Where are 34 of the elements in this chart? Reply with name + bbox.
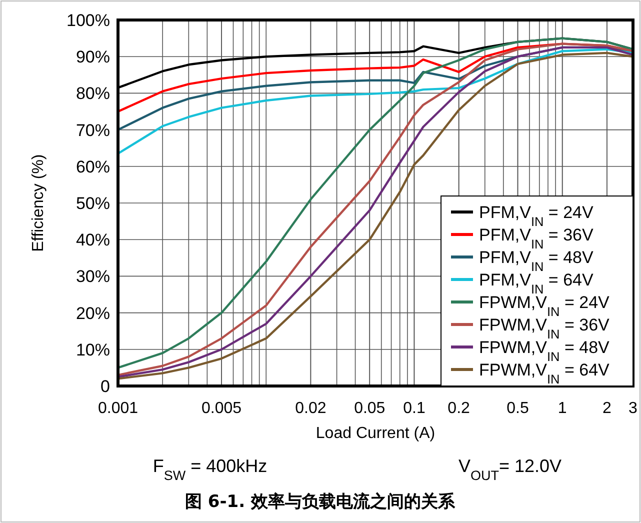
text: F$_{SW}$ = 400kHz [152,456,268,482]
y-tick-label: 70% [76,120,110,140]
legend-label: PFM,V$_{IN}$ = 24V [479,203,594,228]
caption: 图 6-1. 效率与负载电流之间的关系 [184,492,456,512]
y-tick-label: 80% [76,84,110,104]
y-tick-label: 50% [76,194,110,213]
x-tick-label: 0.5 [506,400,529,417]
y-tick-label: 90% [76,48,110,67]
text: V$_{OUT}$= 12.0V [458,456,562,482]
legend-label: PFM,V$_{IN}$ = 36V [479,226,594,251]
legend-label: FPWM,V$_{IN}$ = 36V [479,316,610,341]
x-tick-label: 0.005 [202,400,242,417]
x-tick-label: 3 [628,400,638,417]
y-tick-label: 10% [76,340,110,360]
x-tick-label: 0.02 [295,400,326,417]
legend-label: FPWM,V$_{IN}$ = 64V [479,360,610,386]
x-tick-label: 2 [602,400,612,417]
x-tick-label: 1 [558,400,567,417]
y-tick-label: 100% [66,10,110,30]
x-axis-title: Load Current (A) [316,425,436,442]
x-tick-label: 0.2 [448,400,470,417]
legend-label: FPWM,V$_{IN}$ = 24V [479,293,610,318]
x-tick-label: 0.05 [354,400,386,417]
y-tick-label: 30% [76,267,110,286]
y-axis-title: Efficiency (%) [30,154,47,252]
legend-label: PFM,V$_{IN}$ = 64V [479,270,594,296]
y-tick-label: 40% [76,230,110,250]
y-tick-label: 60% [76,157,110,176]
x-tick-label: 0.001 [98,400,138,417]
y-tick-label: 20% [76,304,110,323]
y-tick-label: 0 [100,376,110,396]
x-tick-label: 0.1 [403,400,426,417]
legend-label: PFM,V$_{IN}$ = 48V [479,248,594,274]
legend-label: FPWM,V$_{IN}$ = 48V [479,338,610,364]
